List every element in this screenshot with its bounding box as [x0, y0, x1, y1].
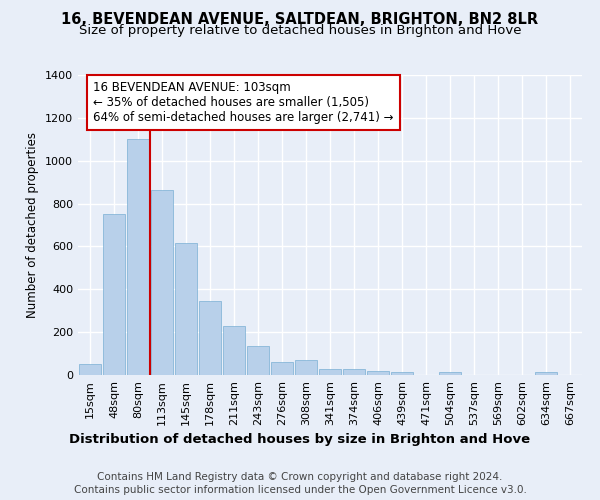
- Bar: [79, 364, 101, 375]
- Bar: [247, 346, 269, 375]
- Bar: [367, 370, 389, 375]
- Bar: [103, 214, 125, 375]
- Bar: [319, 369, 341, 375]
- Text: Contains HM Land Registry data © Crown copyright and database right 2024.: Contains HM Land Registry data © Crown c…: [97, 472, 503, 482]
- Bar: [199, 301, 221, 375]
- Bar: [271, 362, 293, 375]
- Text: Contains public sector information licensed under the Open Government Licence v3: Contains public sector information licen…: [74, 485, 526, 495]
- Bar: [343, 368, 365, 375]
- Y-axis label: Number of detached properties: Number of detached properties: [26, 132, 40, 318]
- Bar: [391, 372, 413, 375]
- Bar: [151, 190, 173, 375]
- Bar: [535, 372, 557, 375]
- Text: Size of property relative to detached houses in Brighton and Hove: Size of property relative to detached ho…: [79, 24, 521, 37]
- Bar: [439, 372, 461, 375]
- Bar: [295, 360, 317, 375]
- Text: 16, BEVENDEAN AVENUE, SALTDEAN, BRIGHTON, BN2 8LR: 16, BEVENDEAN AVENUE, SALTDEAN, BRIGHTON…: [61, 12, 539, 28]
- Bar: [127, 140, 149, 375]
- Text: Distribution of detached houses by size in Brighton and Hove: Distribution of detached houses by size …: [70, 432, 530, 446]
- Text: 16 BEVENDEAN AVENUE: 103sqm
← 35% of detached houses are smaller (1,505)
64% of : 16 BEVENDEAN AVENUE: 103sqm ← 35% of det…: [93, 81, 394, 124]
- Bar: [223, 326, 245, 375]
- Bar: [175, 243, 197, 375]
